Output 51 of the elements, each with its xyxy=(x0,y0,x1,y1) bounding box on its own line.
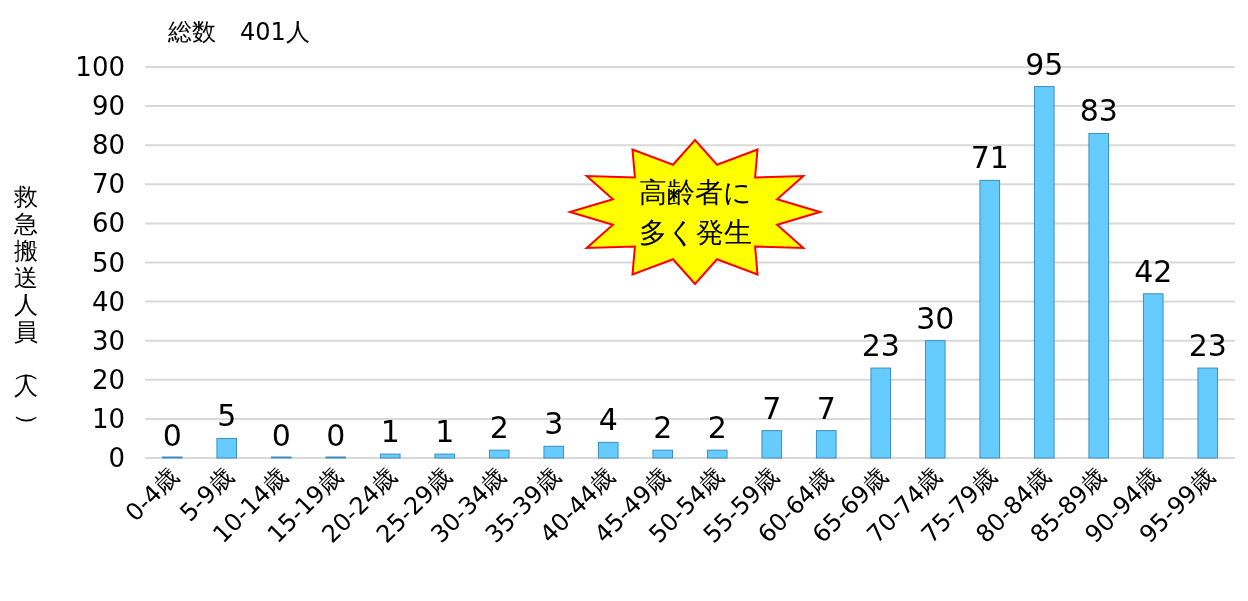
bar xyxy=(543,445,565,459)
y-tick-label: 40 xyxy=(91,286,125,317)
bar xyxy=(870,367,892,459)
data-label: 2 xyxy=(653,410,673,446)
data-label: 5 xyxy=(217,398,237,434)
bar xyxy=(979,179,1001,459)
bar xyxy=(761,430,783,459)
bar xyxy=(924,340,946,459)
data-label: 23 xyxy=(861,328,900,364)
data-label: 0 xyxy=(326,418,346,453)
bar xyxy=(1088,132,1110,459)
data-label: 2 xyxy=(489,410,509,446)
data-label: 3 xyxy=(544,406,564,442)
data-label: 23 xyxy=(1188,328,1227,364)
data-label: 42 xyxy=(1134,253,1173,289)
y-tick-label: 10 xyxy=(91,403,125,434)
data-label: 7 xyxy=(816,390,836,426)
data-label: 7 xyxy=(762,390,782,426)
y-axis-title: 救急搬送人員（人） xyxy=(13,183,42,437)
data-label: 0 xyxy=(162,418,182,453)
bar xyxy=(652,449,674,459)
data-label: 71 xyxy=(970,140,1009,176)
y-tick-label: 90 xyxy=(91,91,125,122)
bar xyxy=(1033,86,1055,459)
data-label: 1 xyxy=(435,414,455,450)
chart-title: 総数 401人 xyxy=(167,18,310,46)
bar xyxy=(488,449,510,459)
bar xyxy=(1197,367,1219,459)
y-tick-label: 20 xyxy=(91,364,125,395)
y-tick-label: 50 xyxy=(91,247,125,278)
y-tick-label: 80 xyxy=(91,130,125,161)
data-label: 95 xyxy=(1025,46,1064,82)
bar xyxy=(1142,293,1164,459)
data-label: 0 xyxy=(271,418,291,453)
data-label: 30 xyxy=(916,300,955,336)
data-label: 4 xyxy=(598,402,618,438)
bar xyxy=(216,437,238,459)
bar xyxy=(706,449,728,459)
bar xyxy=(379,453,401,459)
bar xyxy=(434,453,456,459)
data-label: 1 xyxy=(380,414,400,450)
y-tick-label: 70 xyxy=(91,169,125,200)
y-tick-label: 100 xyxy=(75,52,125,82)
bar xyxy=(815,430,837,459)
annotation: 高齢者に多く発生 xyxy=(638,176,752,249)
y-tick-label: 60 xyxy=(91,208,125,239)
bar xyxy=(597,441,619,459)
data-label: 83 xyxy=(1079,93,1118,129)
y-tick-label: 0 xyxy=(108,443,125,473)
y-tick-label: 30 xyxy=(91,325,125,356)
data-label: 2 xyxy=(707,410,727,446)
